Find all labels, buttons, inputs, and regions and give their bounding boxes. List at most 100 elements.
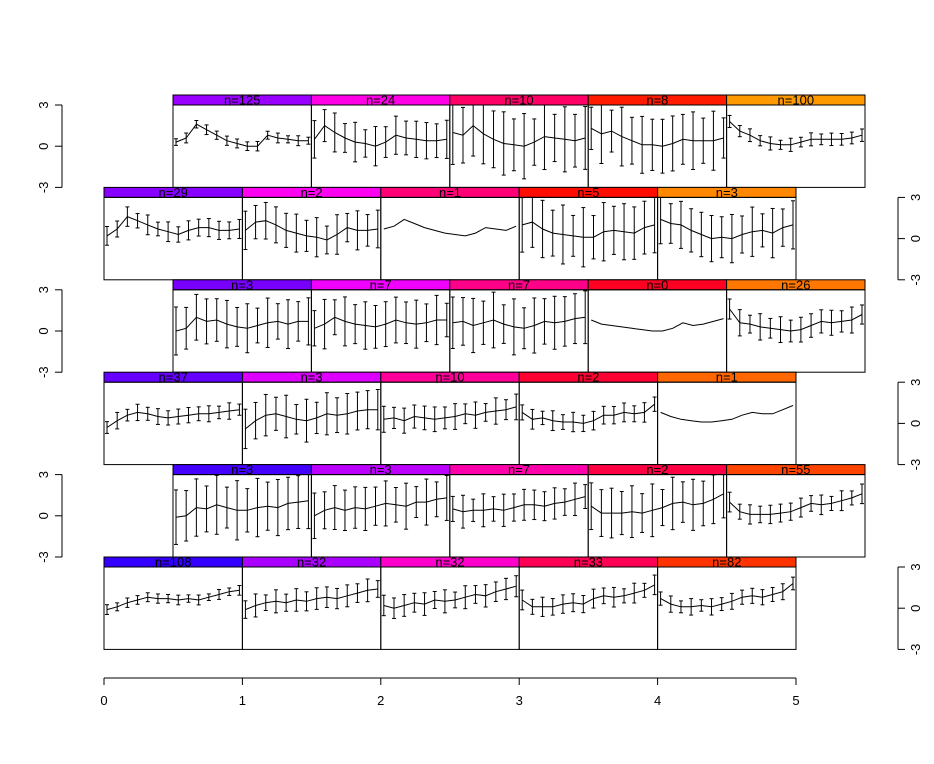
y-tick-label: 0 [908,605,923,612]
panel-frame [657,566,797,650]
series-line [522,221,655,238]
strip-label: n=3 [301,370,323,385]
panel-frame [310,289,451,373]
panel-frame [310,474,451,558]
strip-label: n=10 [435,370,464,385]
panel: n=7 [310,277,451,373]
strip-label: n=0 [646,277,668,292]
strip-label: n=10 [504,93,533,108]
series-line [660,218,794,240]
series-line [383,406,517,422]
strip-label: n=125 [224,93,261,108]
panel-frame [449,474,589,558]
panel-frame [657,196,797,281]
strip-label: n=108 [155,555,192,570]
x-tick-label: 2 [377,693,384,708]
panel: n=2 [518,370,659,466]
y-tick-label: -3 [908,644,923,656]
panel: n=29 [103,185,243,281]
strip-label: n=3 [370,462,392,477]
panel-frame [310,104,451,188]
panel-frame [172,289,312,373]
strip-label: n=82 [712,555,741,570]
series-line [106,589,240,611]
panel: n=5 [518,185,659,281]
panel-frame [587,104,728,188]
panel: n=32 [380,555,520,650]
series-line [175,123,309,147]
y-tick-label: -3 [908,459,923,471]
panel-frame [380,566,520,650]
panel-frame [103,566,243,650]
strip-label: n=100 [778,93,815,108]
panel: n=55 [726,462,866,558]
strip-label: n=3 [231,277,253,292]
series-line [383,585,517,609]
series-line [729,308,863,332]
series-line [452,496,586,513]
panel: n=3 [657,185,797,281]
series-line [175,316,309,332]
series-line [245,220,378,241]
y-tick-label: 3 [908,379,923,386]
y-tick-label: 3 [908,194,923,201]
strip-label: n=3 [231,462,253,477]
panel-frame [518,381,659,466]
series-line [521,584,655,608]
series-line [383,218,517,237]
x-tick-label: 1 [239,693,246,708]
series-line [729,493,863,515]
x-tick-label: 4 [654,693,661,708]
panel: n=1 [657,370,797,466]
strip-label: n=37 [159,370,188,385]
panel-frame [172,104,312,188]
y-tick-label: -3 [36,551,51,563]
panel-frame [726,104,866,188]
y-tick-label: 0 [36,143,51,150]
strip-label: n=2 [646,462,668,477]
panel-frame [726,474,866,558]
panel-row: n=3 n=3 n=7 n=2 n=55 [172,462,866,558]
panel: n=1 [380,185,520,281]
strip-label: n=1 [439,185,461,200]
x-tick-label: 3 [516,693,523,708]
series-line [729,121,863,146]
panel-frame [726,289,866,373]
panel: n=37 [103,370,243,466]
panel-frame [449,289,589,373]
panel-frame [518,566,659,650]
strip-label: n=5 [577,185,599,200]
series-line [314,316,447,329]
panel-row: n=125 n=24 n=10 n=8 n=100 [172,93,866,188]
strip-label: n=7 [508,277,530,292]
panel-row: n=29 n=2 n=1 n=5 n=3 [103,185,797,281]
strip-label: n=7 [370,277,392,292]
panel-frame [172,474,312,558]
panel: n=24 [310,93,451,188]
strip-label: n=32 [297,555,326,570]
x-tick-label: 0 [100,693,107,708]
series-line [245,409,378,430]
panel-frame [241,381,382,466]
panel-frame [380,381,520,466]
panel: n=7 [449,277,589,373]
panel: n=0 [587,277,728,373]
strip-label: n=7 [508,462,530,477]
panel-frame [518,196,659,281]
series-line [106,409,240,428]
y-tick-label: 0 [908,235,923,242]
panel-frame [103,196,243,281]
x-tick-label: 5 [792,693,799,708]
panel-row: n=37 n=3 n=10 n=2 n=1 [103,370,797,466]
y-tick-label: 3 [36,101,51,108]
panel: n=3 [241,370,382,466]
strip-label: n=33 [574,555,603,570]
y-tick-label: 3 [908,563,923,570]
panel: n=3 [172,277,312,373]
strip-label: n=2 [301,185,323,200]
panel-row: n=108 n=32 n=32 n=33 n=82 [103,555,797,650]
strip-label: n=29 [159,185,188,200]
strip-label: n=32 [435,555,464,570]
panel: n=125 [172,93,312,188]
